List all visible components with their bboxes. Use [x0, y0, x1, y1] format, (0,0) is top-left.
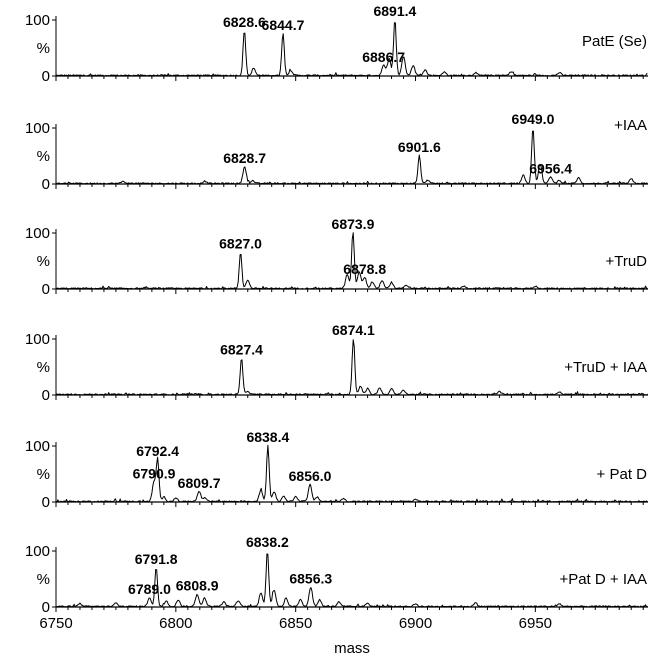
- peak-label: 6901.6: [398, 139, 441, 155]
- x-tick-label: 6800: [159, 615, 192, 632]
- x-tick-label: 6950: [519, 615, 552, 632]
- x-tick-label: 6750: [39, 615, 72, 632]
- y-tick-label: 0: [42, 176, 50, 193]
- panel-name: + Pat D: [597, 466, 648, 483]
- x-axis-label: mass: [334, 640, 370, 656]
- y-tick-label: 100: [25, 120, 50, 137]
- y-tick-label: 0: [42, 387, 50, 404]
- peak-label: 6789.0: [128, 581, 171, 597]
- peak-label: 6790.9: [133, 465, 176, 481]
- y-tick-label: %: [37, 148, 50, 165]
- y-tick-label: %: [37, 253, 50, 270]
- peak-label: 6838.4: [246, 429, 289, 445]
- peak-label: 6808.9: [176, 578, 219, 594]
- y-tick-label: 0: [42, 494, 50, 511]
- y-tick-label: 0: [42, 281, 50, 298]
- y-tick-label: 100: [25, 438, 50, 455]
- spectrum-panel: 100% 0 6790.9 6792.4 6809.7 6838.4 6856.0 + Pat…: [25, 429, 648, 511]
- peak-label: 6827.4: [220, 342, 263, 358]
- y-tick-label: 100: [25, 331, 50, 348]
- spectrum-trace: [55, 339, 648, 396]
- spectrum-trace: [55, 130, 648, 185]
- y-tick-label: 0: [42, 599, 50, 616]
- peak-label: 6956.4: [529, 160, 572, 176]
- panel-name: +TruD: [605, 253, 647, 270]
- y-tick-label: %: [37, 40, 50, 57]
- spectrum-panel: 100% 0 6827.4 6874.1 +TruD + IAA: [25, 322, 648, 404]
- panel-name: +Pat D + IAA: [559, 571, 647, 588]
- peak-label: 6838.2: [246, 534, 289, 550]
- y-tick-label: 100: [25, 12, 50, 29]
- panel-name: +IAA: [614, 117, 647, 134]
- peak-label: 6791.8: [135, 551, 178, 567]
- panel-name: +TruD + IAA: [564, 359, 647, 376]
- spectrum-panel: 100% 0 6789.0 6791.8 6808.9 6838.2 6856.3 +Pat …: [25, 534, 648, 616]
- peak-label: 6949.0: [512, 111, 555, 127]
- peak-label: 6886.7: [362, 49, 405, 65]
- peak-label: 6844.7: [262, 17, 305, 33]
- panel-name: PatE (Se): [582, 33, 647, 50]
- peak-label: 6827.0: [219, 236, 262, 252]
- peak-label: 6792.4: [136, 443, 179, 459]
- peak-label: 6856.0: [289, 468, 332, 484]
- spectrum-trace: [55, 553, 648, 608]
- peak-label: 6828.6: [223, 14, 266, 30]
- peak-label: 6809.7: [178, 475, 221, 491]
- y-tick-label: 0: [42, 68, 50, 85]
- spectrum-panel: 100% 0 6827.0 6873.9 6878.8 +TruD: [25, 216, 648, 298]
- x-tick-label: 6900: [399, 615, 432, 632]
- peak-label: 6891.4: [373, 3, 416, 19]
- peak-label: 6878.8: [343, 261, 386, 277]
- spectrum-trace: [55, 444, 648, 503]
- x-tick-label: 6850: [279, 615, 312, 632]
- y-tick-label: %: [37, 359, 50, 376]
- y-tick-label: %: [37, 466, 50, 483]
- y-tick-label: %: [37, 571, 50, 588]
- spectrum-trace: [56, 22, 648, 77]
- spectrum-panel: 100% 0 6828.7 6901.6 6949.0 6956.4 +IAA: [25, 111, 648, 193]
- peak-label: 6874.1: [332, 322, 375, 338]
- y-tick-label: 100: [25, 543, 50, 560]
- spectrum-trace: [55, 232, 648, 290]
- peak-label: 6828.7: [223, 150, 266, 166]
- peak-label: 6856.3: [289, 570, 332, 586]
- y-tick-label: 100: [25, 225, 50, 242]
- peak-label: 6873.9: [332, 216, 375, 232]
